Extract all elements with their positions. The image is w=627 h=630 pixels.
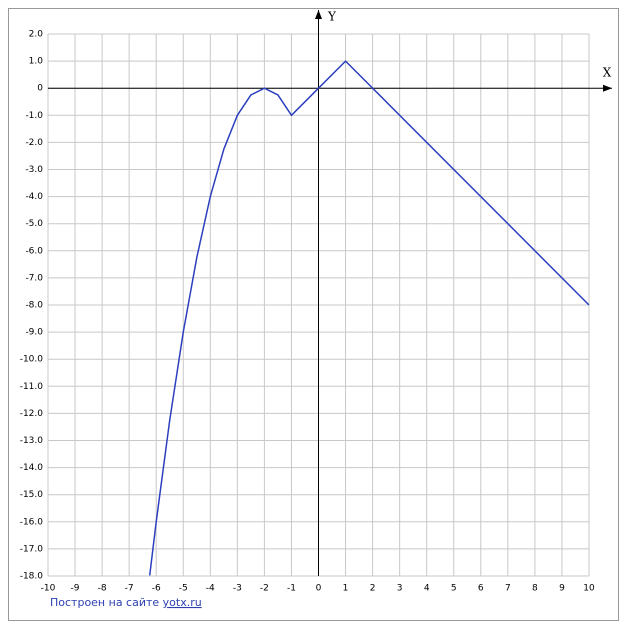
x-tick-label: 6 <box>478 584 484 594</box>
footer-link[interactable]: yotx.ru <box>163 596 202 609</box>
x-tick-label: 3 <box>397 584 403 594</box>
x-tick-label: 9 <box>559 584 565 594</box>
x-tick-label: 2 <box>370 584 376 594</box>
y-tick-label: -5.0 <box>25 219 43 229</box>
y-tick-label: -15.0 <box>20 490 44 500</box>
x-tick-label: -3 <box>233 584 242 594</box>
x-tick-label: -5 <box>179 584 188 594</box>
x-tick-label: -6 <box>152 584 161 594</box>
x-tick-label: 5 <box>451 584 457 594</box>
x-tick-label: -8 <box>98 584 107 594</box>
footer-label: Построен на сайте <box>50 596 159 609</box>
y-tick-label: 0 <box>37 84 43 94</box>
x-tick-label: -2 <box>260 584 269 594</box>
x-tick-label: 1 <box>343 584 349 594</box>
y-tick-label: -9.0 <box>25 328 43 338</box>
y-tick-label: -17.0 <box>20 544 44 554</box>
y-tick-label: -14.0 <box>20 463 44 473</box>
y-tick-label: -13.0 <box>20 436 44 446</box>
x-tick-label: -9 <box>71 584 80 594</box>
footer-text: Построен на сайте yotx.ru <box>50 596 202 609</box>
frame <box>8 8 619 621</box>
y-tick-label: 2.0 <box>29 30 44 40</box>
series-line <box>148 60 590 576</box>
y-tick-label: -7.0 <box>25 273 43 283</box>
x-tick-label: 4 <box>424 584 430 594</box>
x-axis-arrow <box>603 84 612 92</box>
x-tick-label: 7 <box>505 584 511 594</box>
y-tick-label: -4.0 <box>25 192 43 202</box>
x-tick-label: -10 <box>41 584 56 594</box>
y-axis-label: Y <box>327 10 337 24</box>
y-tick-label: -12.0 <box>20 409 44 419</box>
y-tick-label: -8.0 <box>25 301 43 311</box>
y-tick-label: -16.0 <box>20 517 44 527</box>
x-tick-label: -7 <box>125 584 134 594</box>
x-tick-label: 8 <box>532 584 538 594</box>
y-tick-label: -10.0 <box>20 355 44 365</box>
y-tick-label: -3.0 <box>25 165 43 175</box>
axes <box>48 10 612 576</box>
x-tick-label: 0 <box>316 584 322 594</box>
x-tick-label: -1 <box>287 584 296 594</box>
y-tick-label: -1.0 <box>25 111 43 121</box>
x-axis-label: X <box>603 66 612 80</box>
y-tick-label: -2.0 <box>25 138 43 148</box>
y-axis-arrow <box>315 10 322 19</box>
x-tick-label: 10 <box>583 584 595 594</box>
y-tick-label: -18.0 <box>20 572 44 582</box>
x-tick-label: -4 <box>206 584 215 594</box>
y-tick-label: -11.0 <box>20 382 44 392</box>
y-tick-label: -6.0 <box>25 246 43 256</box>
y-tick-label: 1.0 <box>29 57 44 67</box>
